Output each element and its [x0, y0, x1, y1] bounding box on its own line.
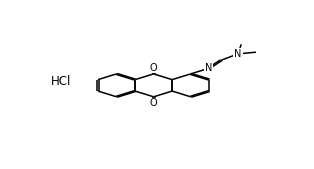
- Text: HCl: HCl: [51, 75, 71, 88]
- Text: N: N: [234, 49, 242, 59]
- Text: N: N: [205, 63, 212, 74]
- Text: O: O: [150, 98, 157, 108]
- Text: O: O: [150, 63, 157, 73]
